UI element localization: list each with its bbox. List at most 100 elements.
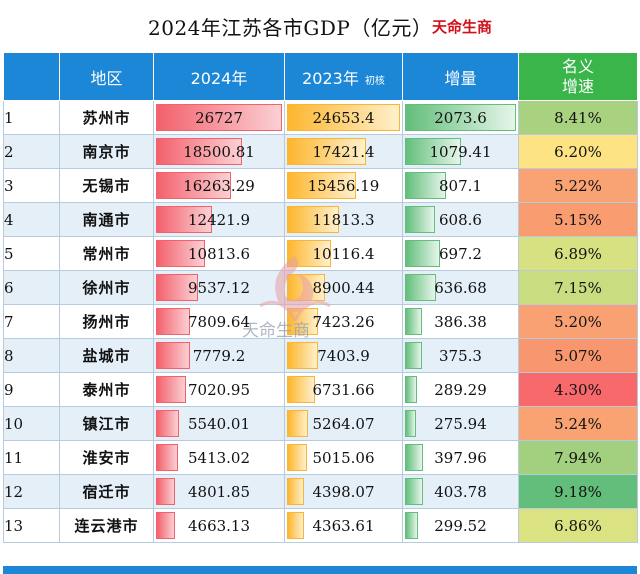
gdp-2024-cell-value: 7020.95 [187, 380, 251, 399]
table-row: 11 淮安市 5413.02 5015.06 397.96 7.94% [3, 440, 638, 475]
rank-cell: 5 [3, 236, 60, 271]
gdp-2024-cell-bar [156, 240, 205, 267]
city-cell: 苏州市 [59, 100, 154, 135]
growth-cell-bar [405, 376, 418, 403]
growth-cell-value: 386.38 [434, 312, 487, 331]
gdp-2024-cell: 12421.9 [153, 202, 285, 237]
table-row: 5 常州市 10813.6 10116.4 697.2 6.89% [3, 236, 638, 271]
gdp-2023-cell-bar [287, 478, 304, 505]
gdp-2024-cell-value: 16263.29 [183, 176, 255, 195]
rank-cell: 3 [3, 168, 60, 203]
table-row: 1 苏州市 26727 24653.4 2073.6 8.41% [3, 100, 638, 135]
brand-label: 天命生商 [432, 18, 493, 36]
gdp-2023-cell: 11813.3 [284, 202, 403, 237]
gdp-2024-cell-value: 4663.13 [187, 516, 251, 535]
rank-cell: 6 [3, 270, 60, 305]
header-growth: 增量 [402, 52, 519, 101]
gdp-2024-cell-value: 4801.85 [187, 482, 251, 501]
rate-cell: 6.86% [518, 508, 638, 543]
gdp-2024-cell-bar [156, 410, 179, 437]
gdp-2023-cell-value: 8900.44 [312, 278, 375, 297]
gdp-2023-cell-value: 5264.07 [312, 414, 375, 433]
gdp-2024-cell-bar [156, 138, 242, 165]
rate-cell: 5.15% [518, 202, 638, 237]
gdp-2023-cell-value: 15456.19 [307, 176, 380, 195]
gdp-2024-cell: 4801.85 [153, 474, 285, 509]
growth-cell-bar [405, 444, 424, 471]
footer-strip [3, 566, 637, 574]
rate-cell: 5.24% [518, 406, 638, 441]
rate-cell: 5.07% [518, 338, 638, 373]
table-row: 3 无锡市 16263.29 15456.19 807.1 5.22% [3, 168, 638, 203]
header-rank [3, 52, 60, 101]
rate-cell: 5.20% [518, 304, 638, 339]
growth-cell-bar [405, 478, 424, 505]
header-2023-note: 初核 [364, 75, 385, 87]
gdp-table: 地区 2024年 2023年 初核 增量 名义 增速 1 苏州市 26727 24653.… [3, 52, 638, 543]
gdp-2024-cell-value: 12421.9 [187, 210, 251, 229]
gdp-2023-cell-value: 11813.3 [312, 210, 375, 229]
gdp-2024-cell-bar [156, 308, 190, 335]
growth-cell-bar [405, 240, 440, 267]
growth-cell: 608.6 [402, 202, 519, 237]
header-rate-line1: 名义 [561, 56, 594, 76]
table-row: 7 扬州市 7809.64 7423.26 386.38 5.20% [3, 304, 638, 339]
growth-cell-bar [405, 206, 435, 233]
rank-cell: 7 [3, 304, 60, 339]
gdp-2023-cell-bar [287, 104, 400, 131]
rank-cell: 11 [3, 440, 60, 475]
title-bar: 2024年江苏各市GDP（亿元） 天命生商 [0, 0, 640, 52]
gdp-2023-cell: 15456.19 [284, 168, 403, 203]
gdp-2024-cell: 26727 [153, 100, 285, 135]
gdp-2024-cell: 10813.6 [153, 236, 285, 271]
gdp-2024-cell: 7020.95 [153, 372, 285, 407]
rate-cell: 4.30% [518, 372, 638, 407]
gdp-2024-cell-value: 10813.6 [187, 244, 251, 263]
growth-cell: 636.68 [402, 270, 519, 305]
gdp-2023-cell-value: 4398.07 [312, 482, 375, 501]
gdp-2024-cell: 5413.02 [153, 440, 285, 475]
gdp-2024-cell-bar [156, 342, 190, 369]
growth-cell-value: 608.6 [439, 210, 482, 229]
growth-cell: 375.3 [402, 338, 519, 373]
growth-cell-value: 636.68 [434, 278, 487, 297]
gdp-2024-cell-value: 7809.64 [187, 312, 251, 331]
gdp-2024-cell-value: 26727 [195, 108, 243, 127]
growth-cell: 403.78 [402, 474, 519, 509]
header-2024: 2024年 [153, 52, 285, 101]
gdp-2024-cell-bar [156, 478, 176, 505]
table-body: 1 苏州市 26727 24653.4 2073.6 8.41% 2 南京市 18500.81 1… [3, 100, 638, 543]
growth-cell-bar [405, 138, 461, 165]
header-2023-label: 2023年 [302, 68, 359, 88]
rank-cell: 9 [3, 372, 60, 407]
growth-cell-bar [405, 308, 423, 335]
growth-cell: 1079.41 [402, 134, 519, 169]
rate-cell: 5.22% [518, 168, 638, 203]
gdp-2023-cell-value: 6731.66 [312, 380, 375, 399]
gdp-2023-cell: 6731.66 [284, 372, 403, 407]
gdp-2024-cell-bar [156, 512, 175, 539]
growth-cell-value: 2073.6 [434, 108, 487, 127]
growth-cell: 807.1 [402, 168, 519, 203]
gdp-2023-cell: 5264.07 [284, 406, 403, 441]
growth-cell-bar [405, 410, 417, 437]
gdp-2023-cell: 4363.61 [284, 508, 403, 543]
city-cell: 镇江市 [59, 406, 154, 441]
header-rate: 名义 增速 [518, 52, 638, 101]
growth-cell-bar [405, 342, 422, 369]
rate-cell: 6.89% [518, 236, 638, 271]
gdp-2024-cell-value: 18500.81 [183, 142, 255, 161]
gdp-2023-cell-value: 7423.26 [312, 312, 375, 331]
gdp-2023-cell-value: 10116.4 [312, 244, 375, 263]
gdp-2024-cell-bar [156, 444, 179, 471]
rate-cell: 7.94% [518, 440, 638, 475]
gdp-2024-cell-bar [156, 376, 187, 403]
growth-cell-bar [405, 172, 446, 199]
growth-cell: 2073.6 [402, 100, 519, 135]
gdp-2023-cell-bar [287, 512, 304, 539]
growth-cell: 289.29 [402, 372, 519, 407]
growth-cell-value: 697.2 [439, 244, 482, 263]
city-cell: 泰州市 [59, 372, 154, 407]
city-cell: 连云港市 [59, 508, 154, 543]
gdp-2024-cell: 16263.29 [153, 168, 285, 203]
